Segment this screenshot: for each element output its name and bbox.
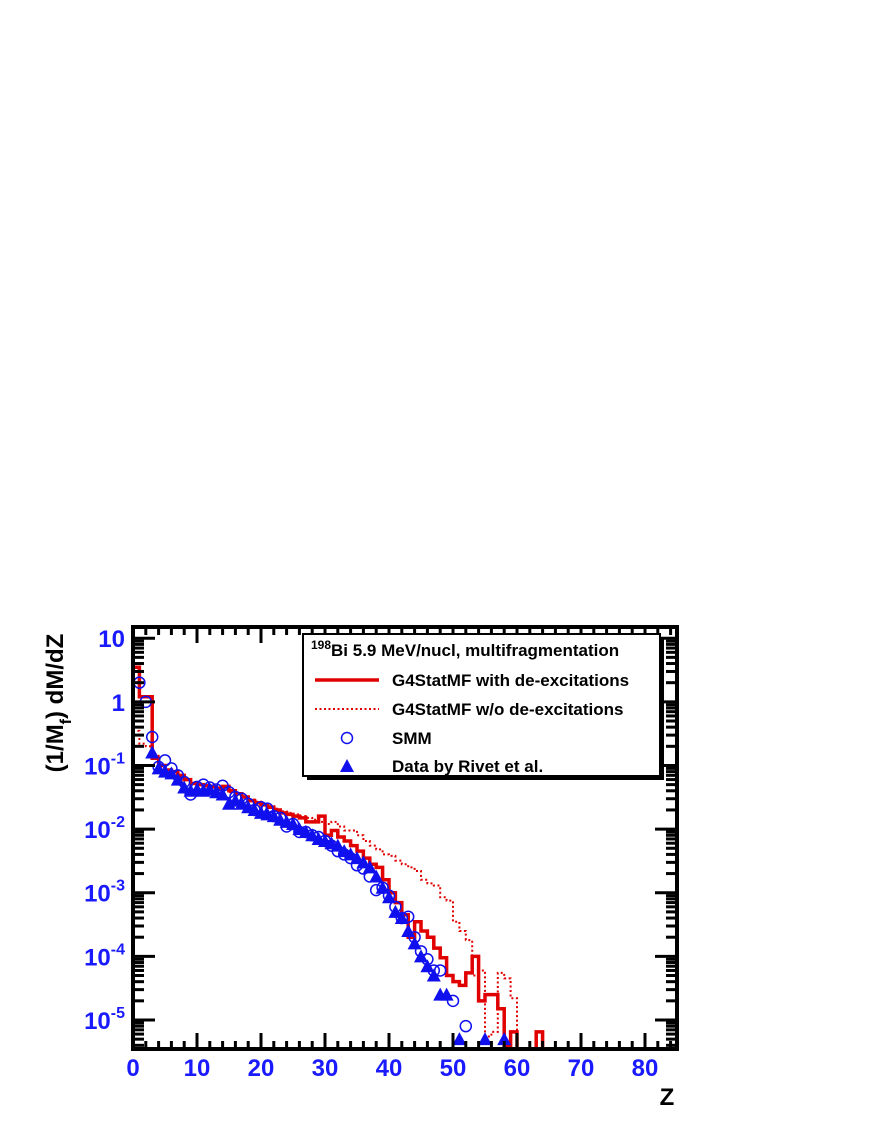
rivet-data-point	[407, 936, 422, 950]
rivet-data-point	[388, 904, 403, 918]
histogram-without-deexcitation	[133, 729, 677, 1049]
rivet-data-point	[426, 968, 441, 982]
rivet-data-point	[497, 1032, 512, 1046]
rivet-data-point	[145, 745, 160, 759]
rivet-data-point	[439, 987, 454, 1001]
x-tick-label: 20	[248, 1055, 275, 1082]
y-axis-title-prefix: (1/M	[42, 724, 69, 772]
x-tick-label: 80	[632, 1055, 659, 1082]
legend-entry-label: Data by Rivet et al.	[392, 757, 543, 776]
legend: 198Bi 5.9 MeV/nucl, multifragmentation G…	[302, 633, 664, 780]
rivet-data-point	[170, 772, 185, 786]
legend-entry-label: G4StatMF w/o de-excitations	[392, 700, 623, 719]
rivet-data-point	[362, 860, 377, 874]
legend-entry-label: SMM	[392, 729, 432, 748]
y-axis-title: (1/Mf) dM/dZ	[42, 634, 75, 773]
legend-header-superscript: 198	[311, 638, 331, 652]
smm-point	[459, 1019, 473, 1033]
legend-symbol-circle	[340, 731, 354, 745]
x-tick-label: 10	[184, 1055, 211, 1082]
rivet-data-point	[286, 817, 300, 831]
y-tick-label: 1	[112, 690, 125, 717]
x-tick-label: 40	[376, 1055, 403, 1082]
smm-point	[446, 994, 460, 1008]
legend-entry-label: G4StatMF with de-excitations	[392, 671, 629, 690]
rivet-data-point	[369, 869, 384, 883]
y-axis-title-suffix: ) dM/dZ	[42, 634, 69, 719]
y-tick-label: 10-5	[84, 1005, 125, 1035]
rivet-data-point	[215, 787, 230, 801]
rivet-data-point	[478, 1032, 492, 1046]
rivet-data-point	[420, 959, 435, 973]
y-tick-label: 10-1	[84, 750, 125, 780]
rivet-data-point	[356, 855, 371, 869]
rivet-data-point	[382, 890, 396, 904]
rivet-data-point	[375, 880, 390, 894]
axis-ticks	[131, 627, 677, 1049]
x-tick-label: 0	[126, 1055, 139, 1082]
y-axis-title-subscript: f	[58, 718, 75, 724]
x-axis-title: Z	[660, 1084, 675, 1111]
y-tick-label: 10-2	[84, 814, 125, 844]
rivet-data-point	[394, 911, 409, 925]
y-tick-label: 10	[98, 626, 125, 653]
series-layer	[133, 665, 677, 1049]
x-tick-label: 30	[312, 1055, 339, 1082]
rivet-data-point	[164, 766, 179, 780]
legend-symbol-triangle	[340, 759, 354, 772]
rivet-data-point	[452, 1032, 467, 1046]
x-tick-label: 50	[440, 1055, 467, 1082]
legend-header: 198Bi 5.9 MeV/nucl, multifragmentation	[311, 638, 619, 660]
tick-labels: 0 10 20 30 40 50 60 70 80 10 1 10-1 10-2 10-3 10-4 10-5	[84, 626, 658, 1082]
y-tick-label: 10-3	[84, 878, 125, 908]
smm-point	[145, 730, 159, 744]
legend-header-text: Bi 5.9 MeV/nucl, multifragmentation	[331, 641, 619, 660]
rivet-data-point	[414, 949, 428, 963]
y-tick-label: 10-4	[84, 941, 125, 971]
x-tick-label: 60	[504, 1055, 531, 1082]
rivet-data-point	[330, 838, 345, 852]
x-tick-label: 70	[568, 1055, 595, 1082]
rivet-data-point	[401, 924, 416, 938]
